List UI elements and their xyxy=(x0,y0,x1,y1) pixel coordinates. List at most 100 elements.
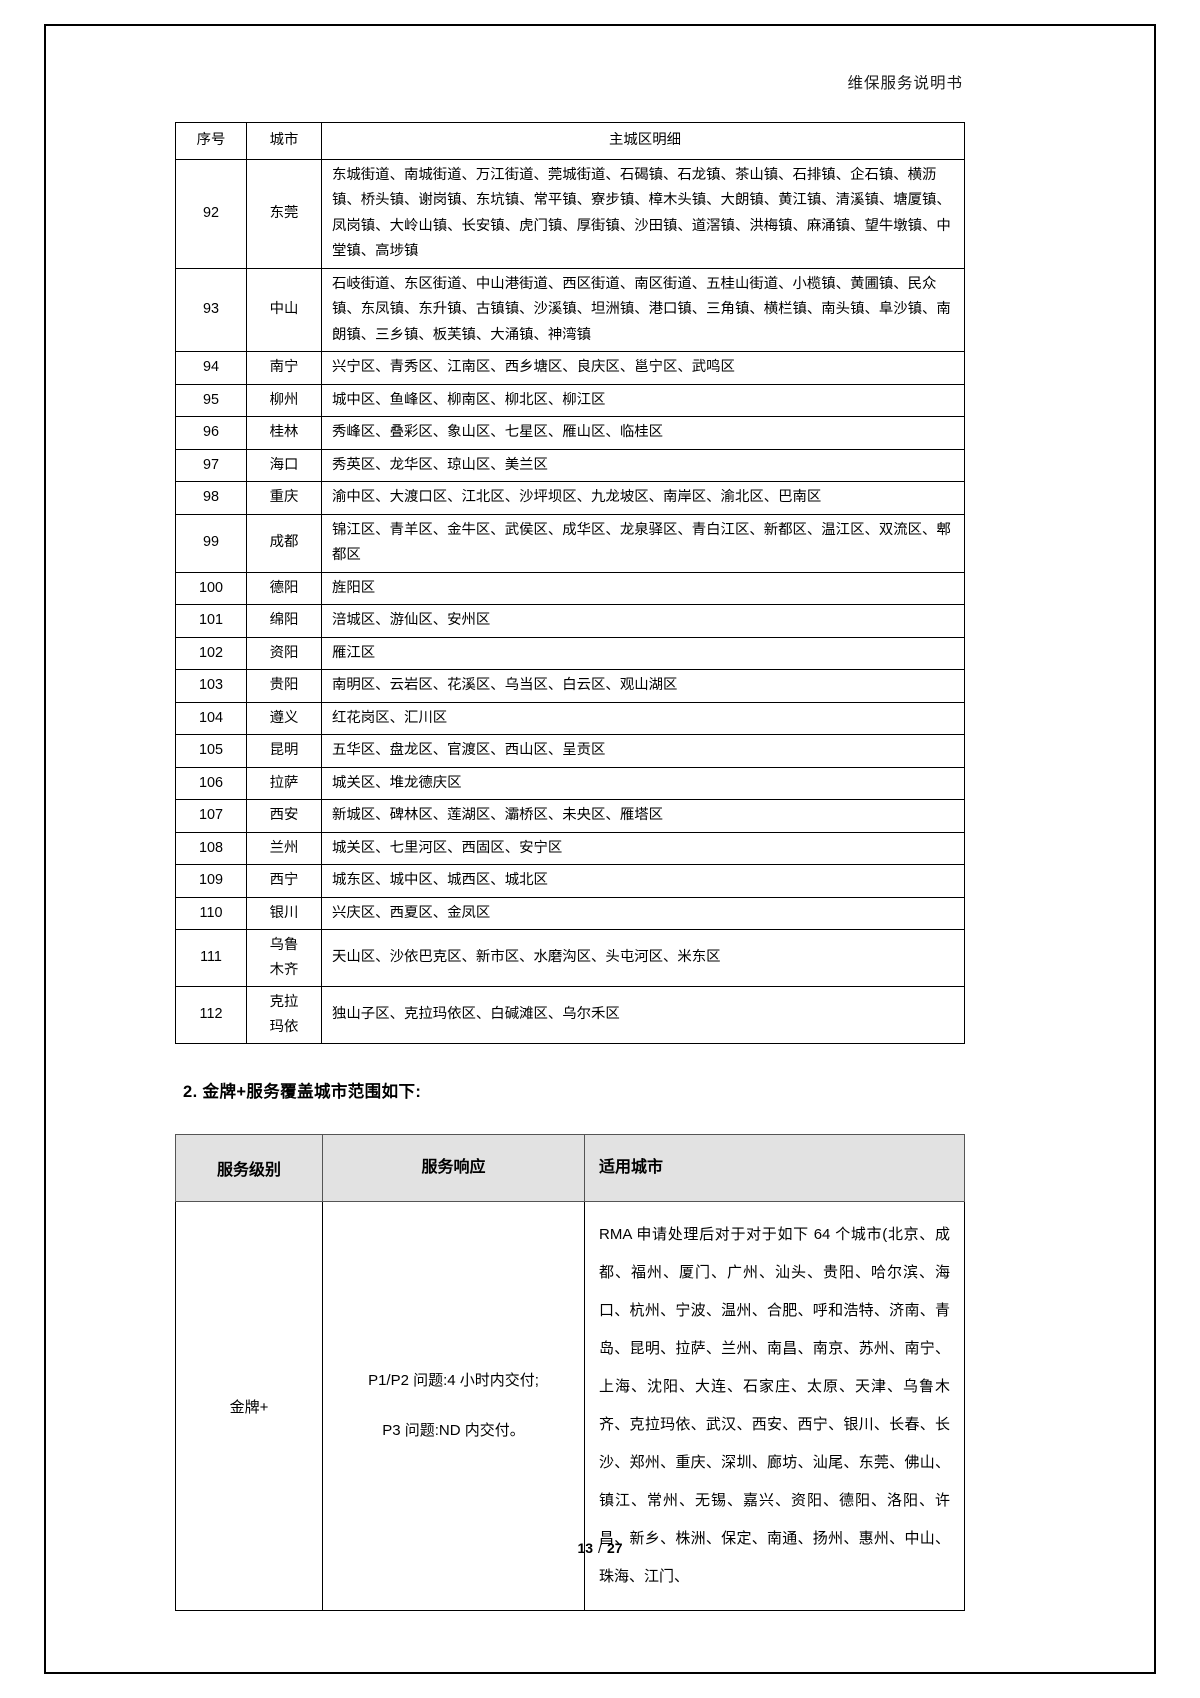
page-border-frame xyxy=(44,24,1156,1674)
page-footer: 13/27 xyxy=(0,1540,1200,1556)
cell-no: 104 xyxy=(175,701,247,735)
table-header-row: 服务级别 服务响应 适用城市 xyxy=(175,1134,965,1202)
cell-detail: 五华区、盘龙区、官渡区、西山区、呈贡区 xyxy=(321,734,965,768)
table-row: 100 德阳 旌阳区 xyxy=(175,571,965,605)
table-row: 97 海口 秀英区、龙华区、琼山区、美兰区 xyxy=(175,448,965,482)
cell-city: 绵阳 xyxy=(246,604,322,638)
table-row: 101 绵阳 涪城区、游仙区、安州区 xyxy=(175,604,965,638)
table-row: 108 兰州 城关区、七里河区、西固区、安宁区 xyxy=(175,831,965,865)
cell-city: 西宁 xyxy=(246,864,322,898)
cell-no: 94 xyxy=(175,351,247,385)
cell-city: 南宁 xyxy=(246,351,322,385)
service-response-spacer xyxy=(335,1400,572,1412)
cell-no: 92 xyxy=(175,158,247,269)
table-row: 103 贵阳 南明区、云岩区、花溪区、乌当区、白云区、观山湖区 xyxy=(175,669,965,703)
table-row: 95 柳州 城中区、鱼峰区、柳南区、柳北区、柳江区 xyxy=(175,383,965,417)
service-response-line-1: P1/P2 问题:4 小时内交付; xyxy=(368,1372,539,1389)
cell-city: 西安 xyxy=(246,799,322,833)
cell-city: 柳州 xyxy=(246,383,322,417)
cell-detail: 城东区、城中区、城西区、城北区 xyxy=(321,864,965,898)
cell-detail: 兴宁区、青秀区、江南区、西乡塘区、良庆区、邕宁区、武鸣区 xyxy=(321,351,965,385)
header-cell-applicable-cities: 适用城市 xyxy=(584,1134,965,1202)
cell-no: 110 xyxy=(175,896,247,930)
cell-no: 98 xyxy=(175,481,247,515)
cell-city-line: 木齐 xyxy=(269,962,299,978)
document-header-title: 维保服务说明书 xyxy=(847,74,963,92)
footer-total-pages: 27 xyxy=(606,1540,623,1556)
cell-city: 东莞 xyxy=(246,158,322,269)
table-row: 92 东莞 东城街道、南城街道、万江街道、莞城街道、石碣镇、石龙镇、茶山镇、石排… xyxy=(175,158,965,269)
cell-detail: 独山子区、克拉玛依区、白碱滩区、乌尔禾区 xyxy=(321,986,965,1044)
table-row: 112 克拉 玛依 独山子区、克拉玛依区、白碱滩区、乌尔禾区 xyxy=(175,986,965,1044)
cell-city: 成都 xyxy=(246,513,322,573)
cell-no: 106 xyxy=(175,766,247,800)
cell-city: 克拉 玛依 xyxy=(246,986,322,1044)
cell-service-response: P1/P2 问题:4 小时内交付; P3 问题:ND 内交付。 xyxy=(322,1201,585,1611)
table-header-row: 序号 城市 主城区明细 xyxy=(175,122,965,160)
table-row: 105 昆明 五华区、盘龙区、官渡区、西山区、呈贡区 xyxy=(175,734,965,768)
cell-no: 105 xyxy=(175,734,247,768)
cell-city-line: 玛依 xyxy=(269,1019,299,1035)
cell-city: 贵阳 xyxy=(246,669,322,703)
table-row: 110 银川 兴庆区、西夏区、金凤区 xyxy=(175,896,965,930)
cell-city: 海口 xyxy=(246,448,322,482)
cell-detail: 红花岗区、汇川区 xyxy=(321,701,965,735)
cell-detail: 城关区、堆龙德庆区 xyxy=(321,766,965,800)
city-districts-table: 序号 城市 主城区明细 92 东莞 东城街道、南城街道、万江街道、莞城街道、石碣… xyxy=(175,122,965,1044)
header-cell-service-response: 服务响应 xyxy=(322,1134,585,1202)
cell-no: 102 xyxy=(175,636,247,670)
cell-city: 资阳 xyxy=(246,636,322,670)
section-heading: 2. 金牌+服务覆盖城市范围如下: xyxy=(183,1083,422,1101)
cell-detail: 石岐街道、东区街道、中山港街道、西区街道、南区街道、五桂山街道、小榄镇、黄圃镇、… xyxy=(321,267,965,352)
table-row: 104 遵义 红花岗区、汇川区 xyxy=(175,701,965,735)
cell-city-line: 乌鲁 xyxy=(269,937,299,953)
cell-city: 中山 xyxy=(246,267,322,352)
cell-no: 96 xyxy=(175,416,247,450)
header-cell-detail: 主城区明细 xyxy=(321,122,965,160)
cell-detail: 锦江区、青羊区、金牛区、武侯区、成华区、龙泉驿区、青白江区、新都区、温江区、双流… xyxy=(321,513,965,573)
table-row: 94 南宁 兴宁区、青秀区、江南区、西乡塘区、良庆区、邕宁区、武鸣区 xyxy=(175,351,965,385)
cell-detail: 天山区、沙依巴克区、新市区、水磨沟区、头屯河区、米东区 xyxy=(321,929,965,987)
city-districts-table-body: 92 东莞 东城街道、南城街道、万江街道、莞城街道、石碣镇、石龙镇、茶山镇、石排… xyxy=(175,158,965,1044)
table-row: 107 西安 新城区、碑林区、莲湖区、灞桥区、未央区、雁塔区 xyxy=(175,799,965,833)
page-content: 维保服务说明书 序号 城市 主城区明细 92 东莞 东城街道、南城街道、万江街道… xyxy=(175,70,965,1611)
cell-no: 109 xyxy=(175,864,247,898)
cell-no: 111 xyxy=(175,929,247,987)
cell-no: 103 xyxy=(175,669,247,703)
cell-city: 德阳 xyxy=(246,571,322,605)
cell-no: 101 xyxy=(175,604,247,638)
footer-separator: / xyxy=(598,1540,602,1556)
cell-city: 昆明 xyxy=(246,734,322,768)
cell-city: 桂林 xyxy=(246,416,322,450)
cell-city: 乌鲁 木齐 xyxy=(246,929,322,987)
table-row: 93 中山 石岐街道、东区街道、中山港街道、西区街道、南区街道、五桂山街道、小榄… xyxy=(175,267,965,352)
cell-detail: 旌阳区 xyxy=(321,571,965,605)
table-row: 金牌+ P1/P2 问题:4 小时内交付; P3 问题:ND 内交付。 RMA … xyxy=(175,1201,965,1611)
table-row: 102 资阳 雁江区 xyxy=(175,636,965,670)
service-coverage-table-body: 金牌+ P1/P2 问题:4 小时内交付; P3 问题:ND 内交付。 RMA … xyxy=(175,1201,965,1611)
cell-no: 107 xyxy=(175,799,247,833)
cell-detail: 秀峰区、叠彩区、象山区、七星区、雁山区、临桂区 xyxy=(321,416,965,450)
service-coverage-table-head: 服务级别 服务响应 适用城市 xyxy=(175,1134,965,1202)
cell-no: 93 xyxy=(175,267,247,352)
cell-city: 银川 xyxy=(246,896,322,930)
table-row: 109 西宁 城东区、城中区、城西区、城北区 xyxy=(175,864,965,898)
cell-detail: 南明区、云岩区、花溪区、乌当区、白云区、观山湖区 xyxy=(321,669,965,703)
cell-no: 108 xyxy=(175,831,247,865)
cell-city: 兰州 xyxy=(246,831,322,865)
cell-city: 拉萨 xyxy=(246,766,322,800)
cell-detail: 秀英区、龙华区、琼山区、美兰区 xyxy=(321,448,965,482)
service-coverage-table: 服务级别 服务响应 适用城市 金牌+ P1/P2 问题:4 小时内交付; P3 … xyxy=(175,1134,965,1611)
cell-detail: 东城街道、南城街道、万江街道、莞城街道、石碣镇、石龙镇、茶山镇、石排镇、企石镇、… xyxy=(321,158,965,269)
cell-no: 112 xyxy=(175,986,247,1044)
cell-no: 99 xyxy=(175,513,247,573)
header-cell-no: 序号 xyxy=(175,122,247,160)
cell-detail: 兴庆区、西夏区、金凤区 xyxy=(321,896,965,930)
cell-city: 遵义 xyxy=(246,701,322,735)
cell-no: 97 xyxy=(175,448,247,482)
service-response-line-2: P3 问题:ND 内交付。 xyxy=(382,1422,525,1439)
table-row: 99 成都 锦江区、青羊区、金牛区、武侯区、成华区、龙泉驿区、青白江区、新都区、… xyxy=(175,513,965,573)
header-cell-city: 城市 xyxy=(246,122,322,160)
table-row: 111 乌鲁 木齐 天山区、沙依巴克区、新市区、水磨沟区、头屯河区、米东区 xyxy=(175,929,965,987)
